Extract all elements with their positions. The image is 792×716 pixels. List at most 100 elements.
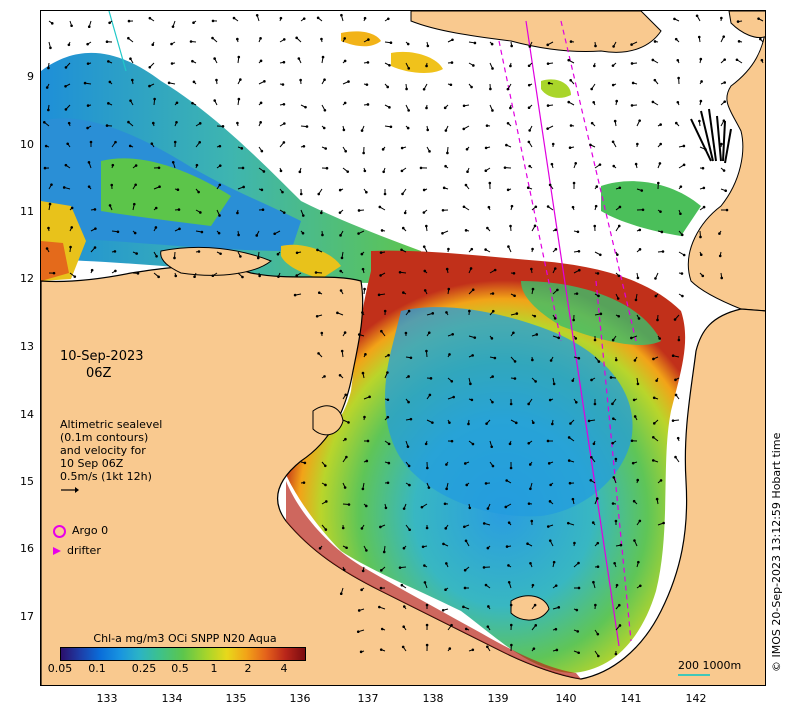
velocity-arrow-head [548, 398, 552, 402]
velocity-arrow-head [151, 43, 155, 47]
velocity-arrow-head [550, 162, 554, 166]
velocity-arrow-head [554, 627, 558, 631]
velocity-arrow-head [504, 505, 508, 509]
velocity-arrow-head [510, 44, 513, 48]
velocity-arrow-head [736, 20, 740, 23]
velocity-arrow-head [303, 461, 307, 465]
velocity-arrow-head [509, 603, 513, 607]
velocity-arrow-head [613, 119, 617, 123]
velocity-arrow-head [486, 507, 490, 510]
velocity-arrow-head [654, 277, 657, 280]
velocity-arrow-head [553, 317, 557, 320]
velocity-arrow-head [651, 58, 655, 62]
velocity-arrow-head [406, 126, 410, 130]
velocity-arrow-head [279, 16, 283, 20]
velocity-arrow-head [597, 654, 600, 658]
velocity-arrow-head [569, 422, 572, 425]
velocity-arrow-head [339, 269, 343, 273]
velocity-arrow-head [617, 224, 621, 228]
velocity-arrow-head [452, 395, 455, 399]
velocity-arrow-head [552, 382, 556, 386]
velocity-arrow-head [237, 55, 241, 59]
velocity-arrow-head [595, 185, 599, 188]
velocity-arrow-head [363, 16, 367, 20]
velocity-arrow-head [195, 163, 199, 167]
velocity-arrow-head [189, 40, 193, 43]
lon-tick-136: 136 [289, 692, 311, 705]
velocity-arrow-head [677, 76, 680, 80]
velocity-arrow-head [45, 86, 49, 89]
velocity-arrow-head [593, 402, 597, 406]
velocity-arrow-head [341, 526, 345, 530]
lon-tick-142: 142 [685, 692, 707, 705]
velocity-arrow-head [295, 274, 299, 277]
velocity-arrow-head [131, 78, 134, 82]
velocity-arrow-head [90, 268, 94, 272]
velocity-arrow-head [282, 38, 286, 41]
velocity-arrow-head [471, 648, 475, 652]
velocity-arrow-head [379, 569, 383, 572]
velocity-arrow-head [86, 62, 90, 65]
velocity-arrow-head [463, 586, 467, 590]
velocity-arrow-head [215, 78, 218, 82]
track-line-2 [525, 20, 620, 647]
velocity-arrow-head [398, 566, 402, 569]
velocity-arrow-head [614, 358, 618, 362]
velocity-arrow-head [507, 521, 511, 524]
velocity-arrow-head [365, 549, 368, 552]
velocity-arrow-head [599, 312, 603, 316]
velocity-arrow-head [305, 125, 309, 128]
velocity-arrow-head [638, 119, 641, 122]
velocity-arrow-head [534, 205, 538, 209]
velocity-arrow-head [218, 164, 222, 167]
velocity-arrow-head [293, 293, 297, 297]
velocity-arrow-head [611, 64, 615, 67]
velocity-arrow-head [281, 190, 284, 194]
velocity-arrow-head [388, 106, 391, 109]
velocity-arrow-head [507, 564, 510, 567]
velocity-arrow-head [388, 63, 391, 67]
velocity-arrow-head [532, 647, 536, 650]
velocity-arrow-head [171, 160, 175, 164]
velocity-arrow-head [400, 248, 403, 252]
velocity-arrow-head [505, 479, 508, 482]
velocity-arrow-head [549, 359, 553, 362]
velocity-arrow-head [70, 24, 73, 28]
colorbar-tick: 0.25 [131, 662, 157, 675]
velocity-arrow-head [532, 421, 535, 424]
velocity-arrow-head [428, 150, 431, 153]
velocity-arrow-head [73, 275, 77, 278]
velocity-arrow-head [387, 17, 390, 21]
velocity-arrow-head [720, 16, 723, 20]
velocity-arrow-head [446, 151, 449, 155]
velocity-arrow-head [512, 331, 515, 335]
velocity-arrow-head [107, 102, 110, 105]
velocity-arrow-head [659, 142, 662, 146]
velocity-arrow-head [472, 64, 475, 67]
velocity-arrow-head [593, 338, 597, 342]
velocity-arrow-head [640, 189, 644, 192]
velocity-arrow-head [136, 272, 140, 275]
velocity-arrow-head [302, 481, 306, 484]
velocity-arrow-head [569, 78, 572, 82]
velocity-arrow-head [531, 358, 534, 362]
lat-tick-14: 14 [20, 408, 34, 421]
velocity-arrow-head [383, 309, 387, 313]
velocity-arrow-head [634, 298, 638, 302]
velocity-arrow-head [323, 375, 326, 378]
velocity-arrow-head [471, 354, 474, 357]
velocity-arrow-head [167, 81, 171, 85]
velocity-arrow-head [737, 40, 741, 43]
velocity-arrow-head [594, 603, 597, 607]
velocity-arrow-head [657, 181, 660, 185]
velocity-arrow-head [512, 271, 516, 275]
velocity-arrow-head [654, 294, 658, 298]
velocity-arrow-head [466, 170, 469, 174]
velocity-scale-arrow-icon [61, 487, 79, 493]
velocity-arrow-head [386, 481, 390, 485]
velocity-arrow-head [213, 57, 216, 60]
lat-tick-13: 13 [20, 340, 34, 353]
velocity-arrow-head [441, 232, 444, 235]
velocity-arrow-head [485, 422, 488, 425]
velocity-arrow-head [506, 87, 510, 91]
